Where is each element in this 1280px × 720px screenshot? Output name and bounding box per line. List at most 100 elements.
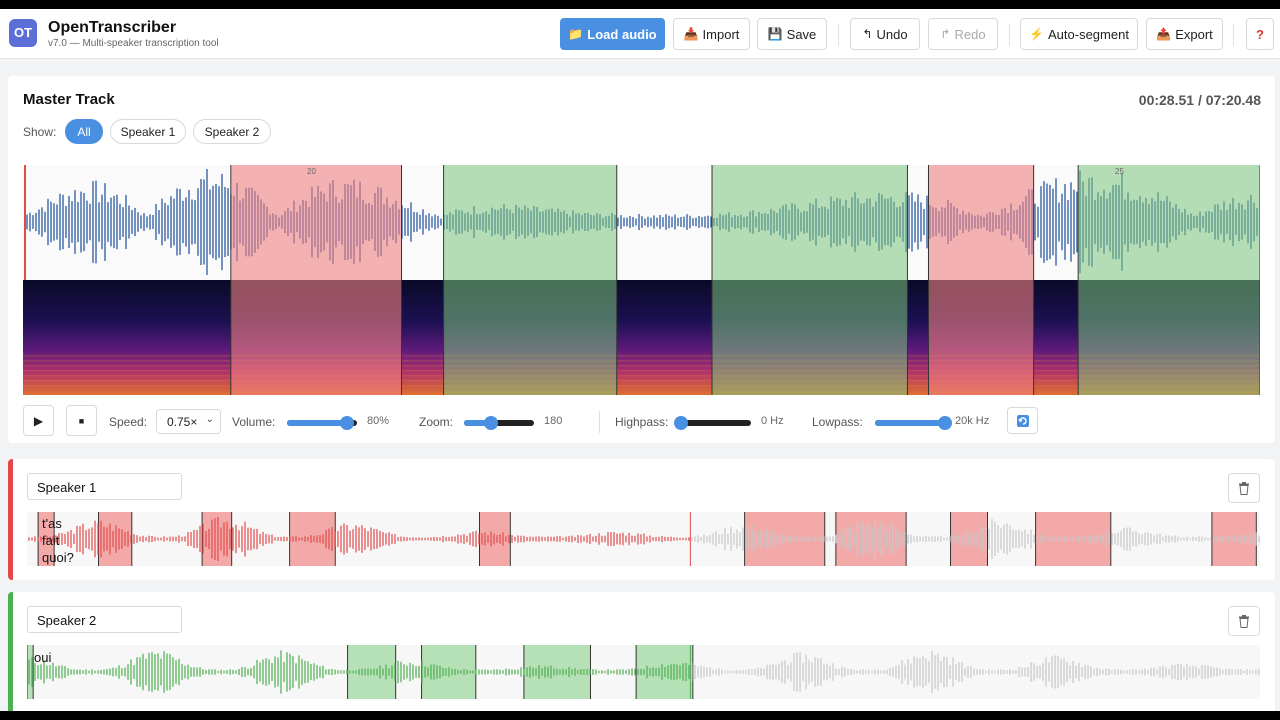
master-track-title: Master Track (23, 91, 115, 108)
header: OT OpenTranscriber v7.0 — Multi-speaker … (0, 9, 1280, 59)
undo-icon: ↰ (862, 27, 873, 41)
speaker-1-segment-label[interactable]: t'as fait quoi? (42, 516, 74, 565)
highpass-value: 0 Hz (761, 415, 784, 427)
play-button[interactable]: ▶ (23, 405, 54, 436)
speaker-2-segment-label[interactable]: oui (34, 650, 52, 665)
speaker-2-waveform[interactable]: oui (27, 645, 1260, 699)
zoom-value: 180 (544, 415, 563, 427)
segment-region (443, 165, 617, 395)
auto-segment-button[interactable]: ⚡ Auto-segment (1020, 18, 1138, 50)
highpass-slider[interactable] (674, 416, 751, 430)
volume-value: 80% (367, 415, 390, 427)
speed-value: 0.75× (167, 414, 198, 429)
zoom-slider[interactable] (464, 416, 534, 430)
app-subtitle: v7.0 — Multi-speaker transcription tool (48, 38, 219, 49)
import-label: Import (702, 26, 740, 42)
delete-speaker-2-button[interactable] (1228, 606, 1260, 636)
spectrogram (23, 280, 1260, 395)
stop-button[interactable]: ■ (66, 405, 97, 436)
zoom-label: Zoom: (419, 415, 454, 429)
spectrogram-harmonic (23, 385, 1260, 387)
help-button[interactable]: ? (1246, 18, 1274, 50)
trash-icon (1239, 481, 1249, 495)
highpass-slider-handle[interactable] (674, 416, 688, 430)
app-title: OpenTranscriber (48, 19, 177, 36)
load-audio-button[interactable]: 📁 Load audio (560, 18, 665, 50)
speaker-1-waveform[interactable]: t'as fait quoi? (27, 512, 1260, 566)
trash-icon (1239, 614, 1249, 628)
delete-speaker-1-button[interactable] (1228, 473, 1260, 503)
lowpass-value: 20k Hz (955, 415, 990, 427)
import-icon: 📥 (683, 27, 699, 41)
volume-slider-handle[interactable] (339, 416, 354, 430)
folder-icon: 📁 (568, 27, 584, 41)
export-label: Export (1175, 26, 1213, 42)
speaker-segment (289, 512, 336, 566)
master-track-panel: Master Track 00:28.51 / 07:20.48 Show: A… (8, 76, 1275, 443)
ruler-label-20: 20 (307, 167, 316, 176)
master-viz-svg[interactable]: 20 25 (23, 165, 1260, 395)
speaker-segment (27, 645, 34, 699)
zoom-slider-fill (464, 420, 491, 426)
volume-label: Volume: (232, 415, 276, 429)
zoom-slider-handle[interactable] (483, 416, 498, 430)
segment-region (712, 165, 908, 395)
load-audio-label: Load audio (587, 26, 657, 42)
master-visualization[interactable]: 20 25 (23, 165, 1260, 395)
filter-all[interactable]: All (65, 119, 103, 144)
lowpass-slider-fill (875, 420, 945, 426)
speaker-2-name-input[interactable]: Speaker 2 (27, 606, 182, 633)
spectrogram-harmonic (23, 365, 1260, 367)
speed-label: Speed: (109, 415, 148, 429)
spectrogram-harmonic (23, 380, 1260, 382)
master-segments (230, 165, 1260, 395)
lowpass-slider-handle[interactable] (938, 416, 952, 430)
spectrogram-harmonic (23, 375, 1260, 377)
app-logo: OT (9, 19, 37, 47)
speaker-segment (950, 512, 988, 566)
toolbar-divider (1009, 24, 1010, 46)
speaker-2-color-bar (8, 592, 13, 711)
save-label: Save (786, 26, 817, 42)
auto-segment-label: Auto-segment (1048, 26, 1129, 42)
ruler-label-25: 25 (1115, 167, 1124, 176)
volume-slider[interactable] (287, 416, 357, 430)
segment-region (1078, 165, 1260, 395)
segment-region (928, 165, 1034, 395)
undo-label: Undo (876, 26, 908, 42)
lightning-icon: ⚡ (1029, 27, 1044, 41)
speaker-track-2: Speaker 2 oui (8, 592, 1275, 711)
segment-region (230, 165, 402, 395)
speaker-2-waveform-svg[interactable] (27, 645, 1260, 699)
filter-speaker-2[interactable]: Speaker 2 (193, 119, 271, 144)
refresh-icon (1016, 414, 1029, 427)
speed-select[interactable]: 0.75× ⌄ (156, 409, 221, 434)
redo-button[interactable]: ↱ Redo (928, 18, 998, 50)
time-display: 00:28.51 / 07:20.48 (1138, 92, 1261, 108)
undo-button[interactable]: ↰ Undo (850, 18, 920, 50)
lowpass-label: Lowpass: (812, 415, 863, 429)
spectrogram-harmonic (23, 360, 1260, 362)
chevron-down-icon: ⌄ (205, 414, 214, 425)
spectrogram-bands (23, 355, 1260, 387)
speaker-1-name-input[interactable]: Speaker 1 (27, 473, 182, 500)
spectrogram-harmonic (23, 370, 1260, 372)
redo-icon: ↱ (940, 27, 951, 41)
speaker-1-waveform-svg[interactable] (27, 512, 1260, 566)
redo-label: Redo (954, 26, 986, 42)
highpass-label: Highpass: (615, 415, 669, 429)
controls-divider (599, 411, 600, 433)
lowpass-slider[interactable] (875, 416, 952, 430)
filter-speaker-1[interactable]: Speaker 1 (110, 119, 186, 144)
import-button[interactable]: 📥 Import (673, 18, 750, 50)
spectrogram-harmonic (23, 355, 1260, 357)
save-button[interactable]: 💾 Save (757, 18, 827, 50)
export-button[interactable]: 📤 Export (1146, 18, 1223, 50)
reset-filters-button[interactable] (1007, 407, 1038, 434)
speaker-1-color-bar (8, 459, 13, 580)
app-window: OT OpenTranscriber v7.0 — Multi-speaker … (0, 9, 1280, 711)
speaker-segment (38, 512, 55, 566)
volume-slider-fill (287, 420, 347, 426)
playback-controls: ▶ ■ Speed: 0.75× ⌄ Volume: 80% Zoom: 180… (23, 397, 1260, 436)
show-filter-label: Show: (23, 125, 57, 139)
